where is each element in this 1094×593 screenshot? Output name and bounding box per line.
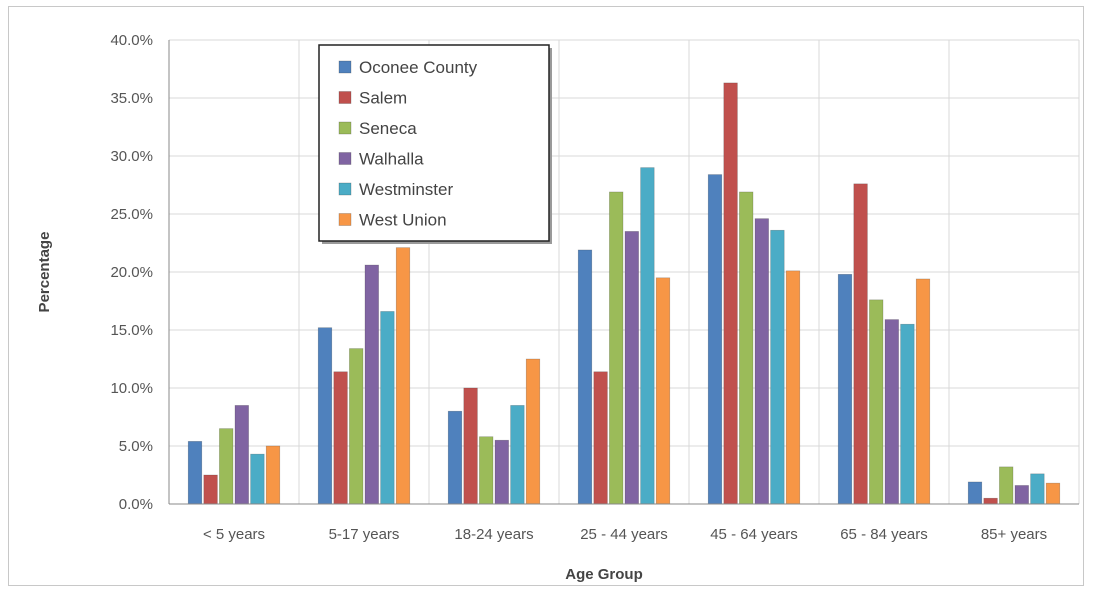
bar-oconee-county <box>967 481 983 505</box>
legend-label: Oconee County <box>359 58 478 77</box>
bars <box>187 82 1061 505</box>
legend-swatch <box>338 213 352 226</box>
bar-walhalla <box>624 231 639 505</box>
legend-box <box>318 44 550 242</box>
bar-westminster <box>1030 473 1045 505</box>
bar-west-union <box>395 247 411 505</box>
x-tick-label: 25 - 44 years <box>580 526 668 543</box>
y-tick-label: 25.0% <box>110 206 153 223</box>
bar-oconee-county <box>447 410 463 505</box>
bar-oconee-county <box>187 441 203 505</box>
bar-seneca <box>219 428 234 505</box>
x-tick-label: 18-24 years <box>454 526 533 543</box>
bar-westminster <box>380 311 395 505</box>
x-tick-label: 5-17 years <box>329 526 400 543</box>
legend: Oconee County Salem Seneca Walhalla Westmins… <box>318 44 552 244</box>
x-tick-label: < 5 years <box>203 526 265 543</box>
bar-walhalla <box>754 218 769 505</box>
bar-walhalla <box>364 264 379 505</box>
bar-seneca <box>869 299 884 505</box>
legend-label: Westminster <box>359 180 453 199</box>
bar-westminster <box>250 453 265 505</box>
bar-oconee-county <box>837 274 853 505</box>
chart-frame: 0.0% 5.0% 10.0% 15.0% 20.0% 25.0% 30.0% 35.0% 40… <box>8 6 1084 586</box>
bar-westminster <box>510 405 525 505</box>
y-tick-label: 30.0% <box>110 148 153 165</box>
bar-oconee-county <box>707 174 723 505</box>
bar-chart: 0.0% 5.0% 10.0% 15.0% 20.0% 25.0% 30.0% 35.0% 40… <box>36 32 1080 583</box>
legend-swatch <box>338 91 352 104</box>
bar-salem <box>853 183 868 505</box>
bar-walhalla <box>884 319 899 505</box>
legend-swatch <box>338 182 352 196</box>
y-axis-title: Percentage <box>36 232 53 313</box>
x-tick-label: 45 - 64 years <box>710 526 798 543</box>
bar-walhalla <box>494 439 509 505</box>
bar-salem <box>463 387 478 505</box>
x-tick-label: 65 - 84 years <box>840 526 928 543</box>
bar-seneca <box>609 191 624 505</box>
x-axis-title: Age Group <box>565 566 643 583</box>
bar-west-union <box>915 278 931 505</box>
bar-seneca <box>349 348 364 505</box>
gridlines <box>168 39 1080 505</box>
bar-salem <box>333 371 348 505</box>
legend-swatch <box>338 152 352 165</box>
bar-walhalla <box>234 405 249 505</box>
legend-label: Walhalla <box>359 150 424 169</box>
bar-oconee-county <box>317 327 333 505</box>
bar-westminster <box>770 229 785 505</box>
bar-west-union <box>655 277 671 505</box>
y-tick-label: 35.0% <box>110 90 153 107</box>
legend-swatch <box>338 121 352 135</box>
bar-walhalla <box>1014 485 1029 505</box>
bar-westminster <box>640 167 655 505</box>
bar-seneca <box>999 466 1014 505</box>
legend-label: Salem <box>359 89 407 108</box>
axes: 0.0% 5.0% 10.0% 15.0% 20.0% 25.0% 30.0% 35.0% 40… <box>110 32 1079 543</box>
bar-salem <box>723 82 738 505</box>
y-tick-label: 5.0% <box>119 438 153 455</box>
x-tick-label: 85+ years <box>981 526 1047 543</box>
y-tick-label: 0.0% <box>119 496 153 513</box>
y-tick-label: 15.0% <box>110 322 153 339</box>
y-tick-label: 10.0% <box>110 380 153 397</box>
legend-label: West Union <box>359 211 447 230</box>
bar-westminster <box>900 323 915 505</box>
bar-west-union <box>1045 482 1061 505</box>
legend-label: Seneca <box>359 119 417 138</box>
bar-oconee-county <box>577 249 593 505</box>
bar-salem <box>593 371 608 505</box>
bar-west-union <box>785 270 801 505</box>
legend-swatch <box>338 60 352 74</box>
bar-seneca <box>739 191 754 505</box>
bar-west-union <box>265 445 281 505</box>
bar-salem <box>983 497 998 505</box>
bar-salem <box>203 474 218 505</box>
y-tick-label: 20.0% <box>110 264 153 281</box>
y-tick-label: 40.0% <box>110 32 153 49</box>
bar-seneca <box>479 436 494 505</box>
bar-west-union <box>525 358 541 505</box>
